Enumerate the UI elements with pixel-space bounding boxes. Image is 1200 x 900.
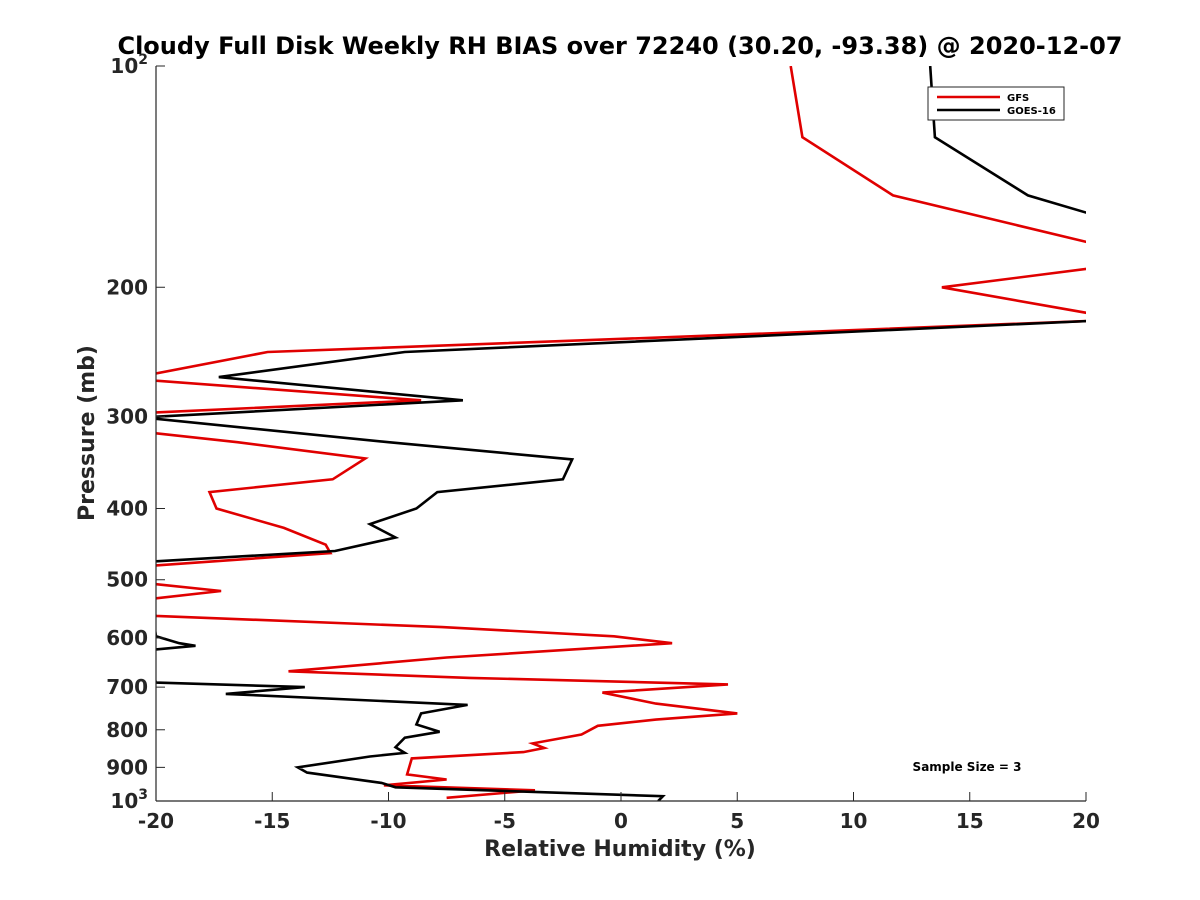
x-axis-label: Relative Humidity (%) [484,837,756,862]
y-tick-base: 500 [106,568,148,592]
y-tick-base: 10 [110,54,138,78]
y-tick-label: 800 [106,718,148,742]
y-tick-label: 900 [106,755,148,779]
y-tick-label: 400 [106,497,148,521]
y-tick-label: 102 [110,52,148,78]
y-tick-exponent: 3 [138,787,148,803]
y-axis-label: Pressure (mb) [75,345,100,521]
y-tick-label: 300 [106,405,148,429]
y-tick-base: 400 [106,497,148,521]
y-tick-label: 200 [106,275,148,299]
series-line-goes16 [156,66,1086,801]
series-line-gfs [156,66,1086,800]
legend-box [927,86,1065,121]
plot-area [155,66,1086,802]
x-tick-label: 0 [614,809,628,833]
series-layer [156,66,1086,801]
x-tick-label: 15 [956,809,984,833]
chart-title: Cloudy Full Disk Weekly RH BIAS over 722… [117,32,1122,60]
y-tick-base: 600 [106,626,148,650]
x-tick-label: 20 [1072,809,1100,833]
x-tick-label: -15 [254,809,290,833]
y-tick-base: 800 [106,718,148,742]
x-tick-label: -20 [138,809,174,833]
legend: GFS GOES-16 [927,86,1065,121]
y-tick-base: 300 [106,405,148,429]
y-tick-label: 500 [106,568,148,592]
y-tick-label: 600 [106,626,148,650]
x-tick-label: 10 [840,809,868,833]
y-tick-base: 200 [106,275,148,299]
x-tick-label: -10 [370,809,406,833]
y-tick-exponent: 2 [138,52,148,68]
y-tick-base: 700 [106,675,148,699]
sample-size-annotation: Sample Size = 3 [913,760,1022,774]
y-tick-label: 103 [110,787,148,813]
legend-label-gfs: GFS [1007,93,1029,104]
legend-label-goes16: GOES-16 [1007,106,1056,117]
x-axis-ticks: -20 -15 -10 -5 0 5 10 15 20 [138,792,1100,833]
x-tick-label: -5 [494,809,516,833]
y-tick-base: 900 [106,755,148,779]
y-tick-base: 10 [110,789,138,813]
x-tick-label: 5 [730,809,744,833]
y-tick-label: 700 [106,675,148,699]
